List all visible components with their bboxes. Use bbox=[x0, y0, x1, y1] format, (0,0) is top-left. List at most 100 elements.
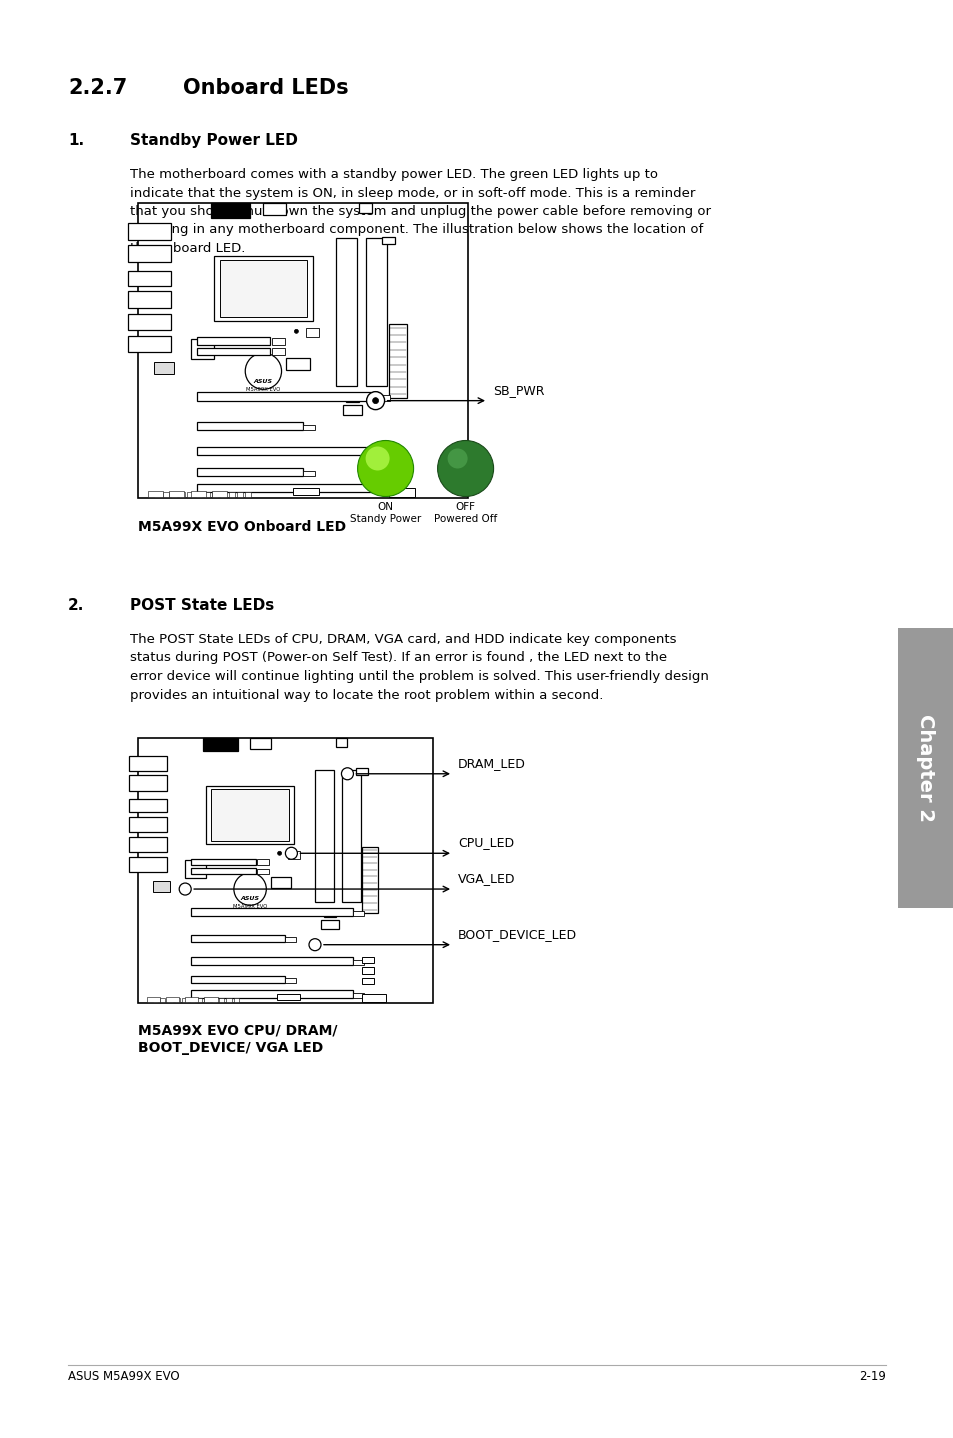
Bar bbox=[212, 492, 218, 496]
Bar bbox=[346, 395, 358, 403]
Circle shape bbox=[366, 391, 384, 410]
Bar bbox=[323, 910, 335, 917]
Circle shape bbox=[357, 440, 414, 496]
Bar bbox=[293, 487, 319, 495]
Text: ASUS M5A99X EVO: ASUS M5A99X EVO bbox=[68, 1370, 179, 1383]
Circle shape bbox=[245, 352, 281, 390]
Bar bbox=[191, 492, 206, 496]
Bar bbox=[190, 998, 194, 1002]
Text: DRAM_LED: DRAM_LED bbox=[457, 756, 525, 769]
Bar bbox=[378, 395, 390, 401]
Bar bbox=[285, 938, 295, 942]
Circle shape bbox=[179, 883, 191, 894]
Bar bbox=[353, 959, 363, 965]
Bar bbox=[170, 492, 184, 496]
Text: BOOT_DEVICE/ VGA LED: BOOT_DEVICE/ VGA LED bbox=[138, 1041, 323, 1055]
Bar bbox=[257, 860, 269, 866]
Bar bbox=[166, 997, 179, 1002]
Bar bbox=[389, 470, 401, 477]
Bar bbox=[204, 998, 210, 1002]
Bar bbox=[342, 406, 362, 416]
Bar bbox=[353, 992, 363, 998]
Bar bbox=[191, 339, 213, 360]
Text: VGA_LED: VGA_LED bbox=[457, 871, 515, 884]
Bar bbox=[382, 237, 395, 244]
Bar bbox=[197, 483, 378, 492]
Bar bbox=[129, 857, 168, 871]
Bar bbox=[314, 769, 334, 902]
Text: ASUS: ASUS bbox=[240, 896, 259, 902]
Bar bbox=[203, 738, 238, 751]
Text: 2.: 2. bbox=[68, 598, 84, 613]
Bar bbox=[226, 998, 232, 1002]
Text: SB_PWR: SB_PWR bbox=[493, 384, 544, 397]
Bar bbox=[191, 991, 353, 998]
Bar bbox=[362, 994, 385, 1002]
Bar bbox=[257, 869, 269, 874]
Bar bbox=[128, 244, 171, 262]
Bar bbox=[204, 997, 217, 1002]
Bar bbox=[362, 978, 374, 985]
Bar bbox=[362, 847, 378, 913]
Bar bbox=[219, 998, 224, 1002]
Bar bbox=[286, 358, 310, 370]
Bar bbox=[185, 860, 206, 879]
Bar bbox=[303, 470, 314, 476]
Bar bbox=[197, 348, 270, 355]
Bar bbox=[168, 998, 172, 1002]
Bar bbox=[213, 256, 313, 321]
Bar bbox=[154, 362, 174, 374]
Bar bbox=[272, 338, 285, 345]
Bar bbox=[288, 851, 300, 858]
Bar bbox=[229, 492, 234, 496]
Circle shape bbox=[373, 398, 378, 404]
Bar bbox=[129, 800, 168, 812]
Bar bbox=[362, 956, 374, 963]
Bar bbox=[171, 492, 176, 496]
Bar bbox=[303, 424, 314, 430]
Text: M5A99X EVO CPU/ DRAM/: M5A99X EVO CPU/ DRAM/ bbox=[138, 1022, 337, 1037]
Bar bbox=[174, 998, 180, 1002]
Bar bbox=[191, 909, 353, 916]
Text: ASUS: ASUS bbox=[253, 380, 273, 384]
Bar bbox=[212, 492, 227, 496]
Circle shape bbox=[437, 440, 493, 496]
Text: Standy Power: Standy Power bbox=[350, 515, 421, 525]
Bar bbox=[220, 492, 226, 496]
Bar bbox=[320, 919, 338, 929]
Bar bbox=[389, 459, 401, 466]
Bar bbox=[191, 935, 285, 942]
Text: 2-19: 2-19 bbox=[859, 1370, 885, 1383]
Bar bbox=[341, 769, 360, 902]
Bar bbox=[197, 421, 303, 430]
Bar bbox=[306, 328, 319, 338]
Text: M5A99X EVO: M5A99X EVO bbox=[246, 387, 280, 393]
Bar bbox=[236, 492, 243, 496]
Bar bbox=[129, 755, 168, 771]
Bar bbox=[179, 492, 185, 496]
Bar bbox=[335, 239, 357, 385]
Text: POST State LEDs: POST State LEDs bbox=[130, 598, 274, 613]
Bar bbox=[204, 492, 210, 496]
Bar bbox=[128, 335, 171, 352]
Bar bbox=[191, 858, 255, 866]
Bar bbox=[197, 338, 270, 345]
Bar bbox=[389, 446, 401, 454]
Bar bbox=[148, 492, 163, 496]
Bar bbox=[197, 393, 378, 401]
Circle shape bbox=[294, 329, 298, 334]
Bar bbox=[188, 492, 193, 496]
Bar bbox=[129, 817, 168, 833]
Bar bbox=[152, 881, 171, 892]
Bar bbox=[358, 203, 372, 213]
Bar bbox=[206, 785, 294, 844]
Circle shape bbox=[341, 768, 353, 779]
Text: ON: ON bbox=[377, 502, 394, 512]
Text: 2.2.7: 2.2.7 bbox=[68, 78, 127, 98]
Bar bbox=[362, 968, 374, 974]
Text: M5A99X EVO: M5A99X EVO bbox=[233, 903, 267, 909]
Bar bbox=[897, 628, 953, 907]
Bar bbox=[147, 997, 160, 1002]
Bar bbox=[191, 869, 255, 874]
Text: BOOT_DEVICE_LED: BOOT_DEVICE_LED bbox=[457, 928, 577, 940]
